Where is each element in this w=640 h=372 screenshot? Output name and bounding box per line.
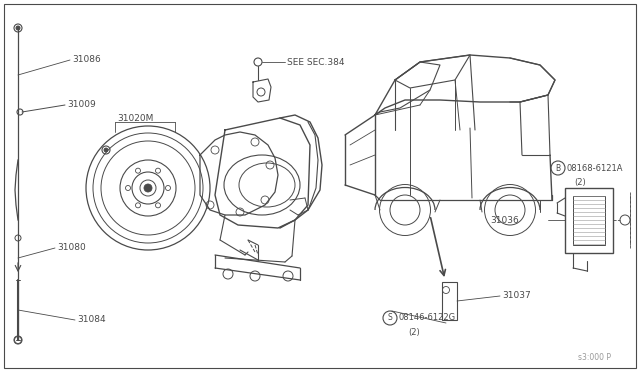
Text: B: B [556,164,561,173]
Circle shape [144,184,152,192]
Circle shape [136,203,141,208]
Text: 08146-6122G: 08146-6122G [399,314,456,323]
Text: 31037: 31037 [502,292,531,301]
Text: 08168-6121A: 08168-6121A [567,164,623,173]
Bar [573,196,605,245]
Circle shape [156,203,161,208]
Circle shape [166,186,170,190]
Text: S: S [388,314,392,323]
Circle shape [16,26,20,30]
Text: s3:000 P: s3:000 P [578,353,611,362]
Text: (2): (2) [574,177,586,186]
Text: 31080: 31080 [57,243,86,251]
Text: (2): (2) [408,327,420,337]
Circle shape [125,186,131,190]
Text: 31084: 31084 [77,315,106,324]
Text: SEE SEC.384: SEE SEC.384 [287,58,344,67]
Circle shape [156,168,161,173]
Circle shape [104,148,108,152]
Text: 31086: 31086 [72,55,100,64]
Text: 31036: 31036 [490,215,519,224]
Text: 31009: 31009 [67,99,96,109]
Circle shape [15,337,22,343]
Circle shape [136,168,141,173]
Circle shape [14,336,22,344]
Text: 31020M: 31020M [117,113,153,122]
Circle shape [14,24,22,32]
Bar [565,188,613,253]
Bar [442,282,457,320]
